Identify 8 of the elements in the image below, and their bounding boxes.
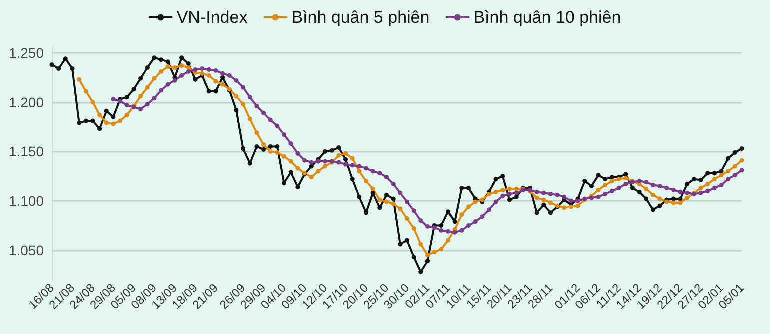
legend-label: Bình quân 10 phiên	[474, 8, 622, 27]
y-tick-label: 1.200	[8, 94, 44, 110]
y-tick-label: 1.150	[8, 144, 44, 160]
legend-label: VN-Index	[176, 8, 248, 27]
legend-label: Bình quân 5 phiên	[292, 8, 430, 27]
y-tick-label: 1.100	[8, 193, 44, 210]
y-tick-label: 1.250	[8, 44, 44, 61]
y-tick-label: 1.050	[8, 242, 44, 258]
